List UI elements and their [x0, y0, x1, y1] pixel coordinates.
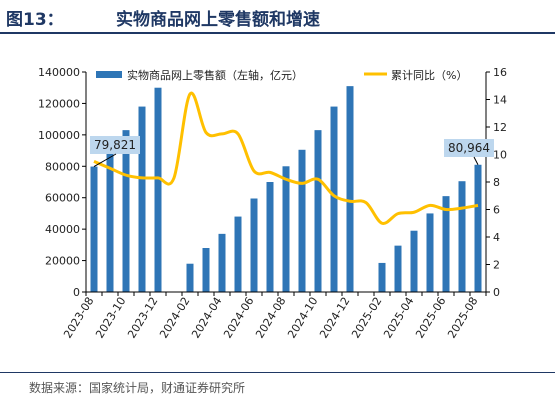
legend: 实物商品网上零售额（左轴，亿元） 累计同比（%） [96, 68, 467, 82]
x-axis-ticks: 2023-082023-102023-122024-022024-042024-… [61, 292, 487, 341]
right-tick-label: 0 [493, 286, 500, 299]
header-rule [0, 32, 555, 34]
figure-title: 实物商品网上零售额和增速 [116, 10, 320, 30]
yoy-line [93, 91, 479, 225]
combo-chart: 020000400006000080000100000120000140000 … [38, 66, 507, 341]
x-tick-label: 2023-08 [61, 295, 96, 341]
x-tick-label: 2025-08 [445, 295, 480, 341]
x-tick-label: 2025-06 [413, 295, 448, 341]
x-tick-label: 2025-02 [349, 295, 384, 341]
x-tick-label: 2025-04 [381, 295, 416, 341]
source-rule [0, 372, 555, 373]
bar [330, 106, 338, 292]
bar [218, 233, 226, 292]
bar [346, 86, 354, 292]
left-tick-label: 140000 [38, 66, 80, 79]
bar [298, 149, 306, 292]
x-tick-label: 2024-08 [253, 295, 288, 341]
data-label-box [444, 139, 494, 157]
data-labels: 79,821 80,964 [90, 136, 494, 168]
left-tick-label: 100000 [38, 129, 80, 142]
bar [474, 164, 482, 292]
right-tick-label: 10 [493, 149, 507, 162]
legend-line-label: 累计同比（%） [391, 69, 467, 82]
data-label: 79,821 [94, 138, 136, 152]
x-tick-label: 2024-04 [189, 295, 224, 341]
left-tick-label: 0 [73, 286, 80, 299]
right-tick-label: 14 [493, 94, 507, 107]
data-label-box [90, 136, 140, 154]
bar [154, 87, 162, 292]
bar [186, 263, 194, 292]
bar [234, 216, 242, 292]
right-axis-ticks: 0 2 4 6 8 10 12 14 16 [486, 66, 507, 299]
data-label-leader [93, 153, 117, 168]
bar [458, 181, 466, 292]
left-tick-label: 20000 [45, 255, 80, 268]
data-label: 80,964 [448, 141, 490, 155]
bar [138, 106, 146, 292]
bar [314, 130, 322, 292]
bar [202, 248, 210, 292]
left-tick-label: 40000 [45, 223, 80, 236]
left-axis-ticks: 0 20000 40000 60000 80000 100000 120000 140000 [38, 66, 86, 299]
x-tick-label: 2024-12 [317, 295, 352, 341]
left-tick-label: 120000 [38, 97, 80, 110]
x-tick-label: 2023-12 [125, 295, 160, 341]
right-tick-label: 16 [493, 66, 507, 79]
right-tick-label: 6 [493, 204, 500, 217]
bar [442, 196, 450, 292]
bar [426, 213, 434, 292]
x-tick-label: 2024-10 [285, 295, 320, 341]
right-tick-label: 4 [493, 231, 500, 244]
x-tick-label: 2023-10 [93, 295, 128, 341]
x-tick-label: 2024-02 [157, 295, 192, 341]
bar [266, 182, 274, 292]
data-label-leader [473, 156, 479, 165]
figure-header: 图13： 实物商品网上零售额和增速 [0, 0, 555, 34]
line-series [93, 91, 479, 225]
bar [282, 166, 290, 292]
legend-bar-swatch [96, 71, 122, 78]
bar [90, 166, 98, 292]
x-tick-label: 2024-06 [221, 295, 256, 341]
right-tick-label: 8 [493, 176, 500, 189]
left-tick-label: 60000 [45, 192, 80, 205]
bar [106, 150, 114, 292]
source-note: 数据来源：国家统计局，财通证券研究所 [29, 381, 246, 395]
bar [378, 262, 386, 292]
right-tick-label: 2 [493, 259, 500, 272]
left-tick-label: 80000 [45, 160, 80, 173]
bar [394, 245, 402, 292]
figure-number: 图13： [6, 10, 64, 30]
bar [250, 198, 258, 292]
bar [410, 230, 418, 292]
right-tick-label: 12 [493, 121, 507, 134]
bar [122, 130, 130, 292]
bar-series [90, 86, 482, 292]
legend-bar-label: 实物商品网上零售额（左轴，亿元） [127, 68, 303, 82]
